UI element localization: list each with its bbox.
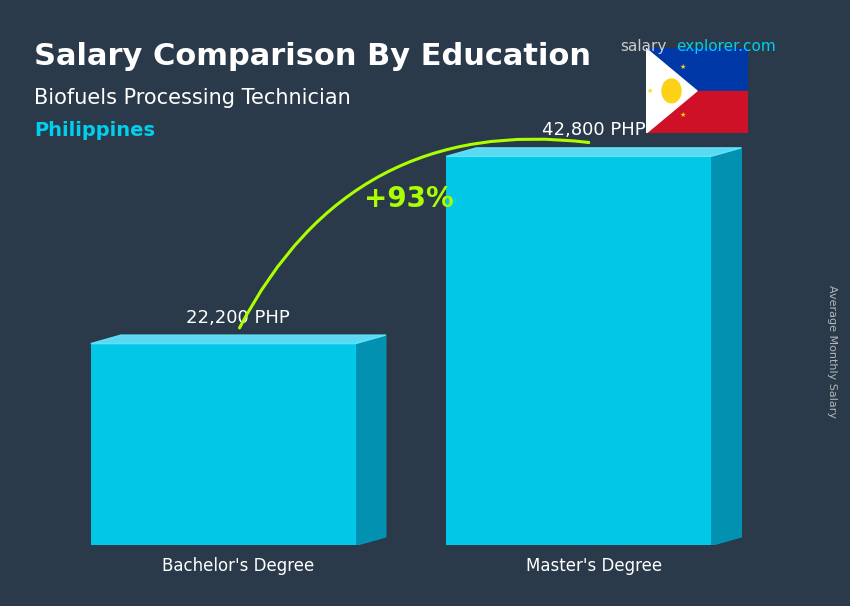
Text: ★: ★ <box>679 64 686 70</box>
Text: +93%: +93% <box>364 185 453 213</box>
Text: Average Monthly Salary: Average Monthly Salary <box>827 285 837 418</box>
Text: ★: ★ <box>646 88 653 94</box>
Polygon shape <box>646 48 697 133</box>
Text: Bachelor's Degree: Bachelor's Degree <box>162 558 314 575</box>
Text: 42,800 PHP: 42,800 PHP <box>542 121 646 139</box>
Text: ★: ★ <box>679 112 686 118</box>
Polygon shape <box>711 148 741 545</box>
Polygon shape <box>446 148 741 156</box>
Text: 22,200 PHP: 22,200 PHP <box>186 308 290 327</box>
Text: salary: salary <box>620 39 667 55</box>
FancyBboxPatch shape <box>91 344 355 545</box>
FancyBboxPatch shape <box>446 156 711 545</box>
Circle shape <box>662 79 681 103</box>
Text: Salary Comparison By Education: Salary Comparison By Education <box>34 42 591 72</box>
Text: Biofuels Processing Technician: Biofuels Processing Technician <box>34 88 351 108</box>
Text: Philippines: Philippines <box>34 121 155 140</box>
Bar <box>646 48 748 91</box>
Polygon shape <box>91 335 386 344</box>
Text: Master's Degree: Master's Degree <box>526 558 662 575</box>
Bar <box>646 91 748 133</box>
Text: explorer.com: explorer.com <box>676 39 775 55</box>
Polygon shape <box>355 335 386 545</box>
